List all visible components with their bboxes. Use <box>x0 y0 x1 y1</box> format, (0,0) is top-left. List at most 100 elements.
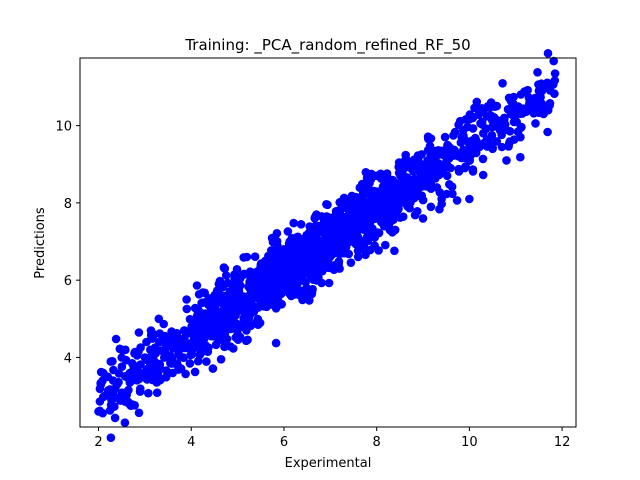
data-point <box>231 287 241 297</box>
data-point <box>414 175 423 184</box>
data-point <box>100 391 110 401</box>
data-point <box>335 198 345 207</box>
data-point <box>400 198 409 208</box>
data-point <box>325 220 335 229</box>
data-point <box>433 160 442 169</box>
data-point <box>381 240 390 250</box>
data-point <box>468 124 478 133</box>
data-point <box>155 364 165 374</box>
data-point <box>216 355 226 364</box>
data-point <box>116 396 125 405</box>
data-point <box>418 214 428 223</box>
data-point <box>225 305 235 315</box>
data-point <box>432 167 441 177</box>
data-point <box>504 142 513 151</box>
data-point <box>353 252 363 262</box>
data-point <box>378 205 387 215</box>
data-point <box>265 295 275 304</box>
data-point <box>531 119 540 128</box>
data-point <box>497 121 507 130</box>
data-point <box>134 408 144 418</box>
data-point <box>284 264 293 273</box>
data-point <box>108 357 117 366</box>
data-point <box>289 218 299 228</box>
data-point <box>294 247 304 256</box>
data-point <box>124 385 133 395</box>
data-point <box>117 353 126 362</box>
data-point <box>492 101 502 111</box>
data-point <box>330 233 340 242</box>
data-point <box>550 69 560 78</box>
data-point <box>465 194 474 204</box>
data-point <box>446 152 456 161</box>
y-tick-label: 6 <box>64 274 72 289</box>
data-point <box>271 338 281 348</box>
data-point <box>208 364 218 373</box>
data-point <box>341 242 351 252</box>
data-point <box>214 291 224 300</box>
data-point <box>110 413 120 423</box>
data-point <box>296 220 306 229</box>
x-tick-label: 6 <box>280 435 288 450</box>
x-tick-label: 12 <box>554 435 571 450</box>
data-point <box>193 356 203 366</box>
x-tick-label: 8 <box>373 435 381 450</box>
data-point <box>322 200 331 209</box>
data-point <box>409 156 419 165</box>
data-point <box>258 267 268 277</box>
data-point <box>198 288 208 297</box>
data-point <box>235 274 245 283</box>
data-point <box>219 306 228 316</box>
data-point <box>312 245 321 254</box>
x-tick-label: 2 <box>94 435 102 450</box>
data-point <box>477 117 487 127</box>
data-point <box>469 136 479 146</box>
data-point <box>549 56 558 66</box>
data-point <box>239 322 249 332</box>
y-tick-label: 4 <box>64 351 72 366</box>
data-point <box>550 76 560 85</box>
data-point <box>395 187 405 196</box>
data-point <box>395 213 405 222</box>
data-point <box>479 129 488 138</box>
data-point <box>374 228 384 238</box>
data-point <box>405 182 415 192</box>
data-point <box>135 387 145 396</box>
data-point <box>312 210 321 219</box>
data-point <box>211 321 221 331</box>
data-point <box>349 237 358 246</box>
data-point <box>461 115 471 124</box>
data-point <box>273 265 283 275</box>
data-point <box>180 326 189 335</box>
data-point <box>182 295 191 304</box>
y-tick-label: 10 <box>55 120 72 135</box>
data-point <box>456 138 466 147</box>
data-point <box>320 248 330 258</box>
data-point <box>305 229 314 239</box>
data-point <box>181 369 190 379</box>
data-point <box>126 401 136 411</box>
data-point <box>262 280 272 289</box>
data-point <box>182 304 192 314</box>
data-point <box>452 196 462 205</box>
data-point <box>511 117 520 127</box>
data-point <box>243 335 252 345</box>
data-point <box>155 376 165 385</box>
data-point <box>398 167 407 176</box>
data-point <box>372 171 382 181</box>
data-point <box>264 261 274 271</box>
data-point <box>247 291 256 300</box>
data-point <box>426 152 436 161</box>
data-point <box>539 109 548 119</box>
data-point <box>339 221 349 231</box>
data-point <box>120 418 130 428</box>
data-point <box>273 279 283 289</box>
data-point <box>413 207 422 216</box>
data-point <box>192 281 202 290</box>
data-point <box>134 328 144 337</box>
data-point <box>196 349 205 358</box>
data-point <box>106 433 116 443</box>
data-point <box>320 226 329 236</box>
data-point <box>504 93 514 103</box>
